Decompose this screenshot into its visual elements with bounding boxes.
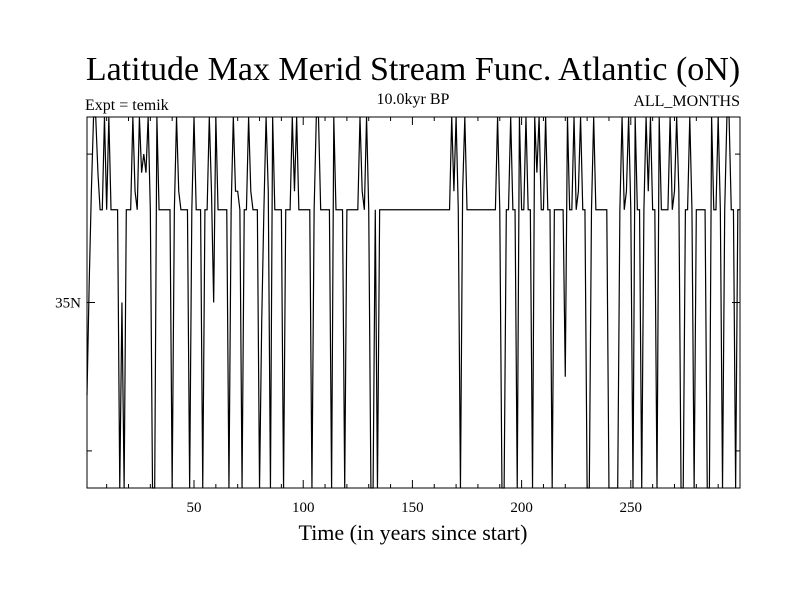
x-tick-label: 200 [510,500,533,516]
x-tick-label: 50 [187,500,202,516]
x-axis-label: Time (in years since start) [299,520,528,545]
x-tick-label: 250 [620,500,643,516]
series-layer [86,116,740,489]
y-axis-ticks: 35N [55,153,740,452]
period-label: 10.0kyr BP [377,91,450,108]
y-tick-label: 35N [55,296,81,312]
experiment-label: Expt = temik [85,97,169,114]
months-label: ALL_MONTHS [633,93,740,110]
x-tick-label: 150 [401,500,424,516]
x-tick-label: 100 [292,500,315,516]
series-line [86,116,740,489]
chart-title: Latitude Max Merid Stream Func. Atlantic… [86,51,740,88]
